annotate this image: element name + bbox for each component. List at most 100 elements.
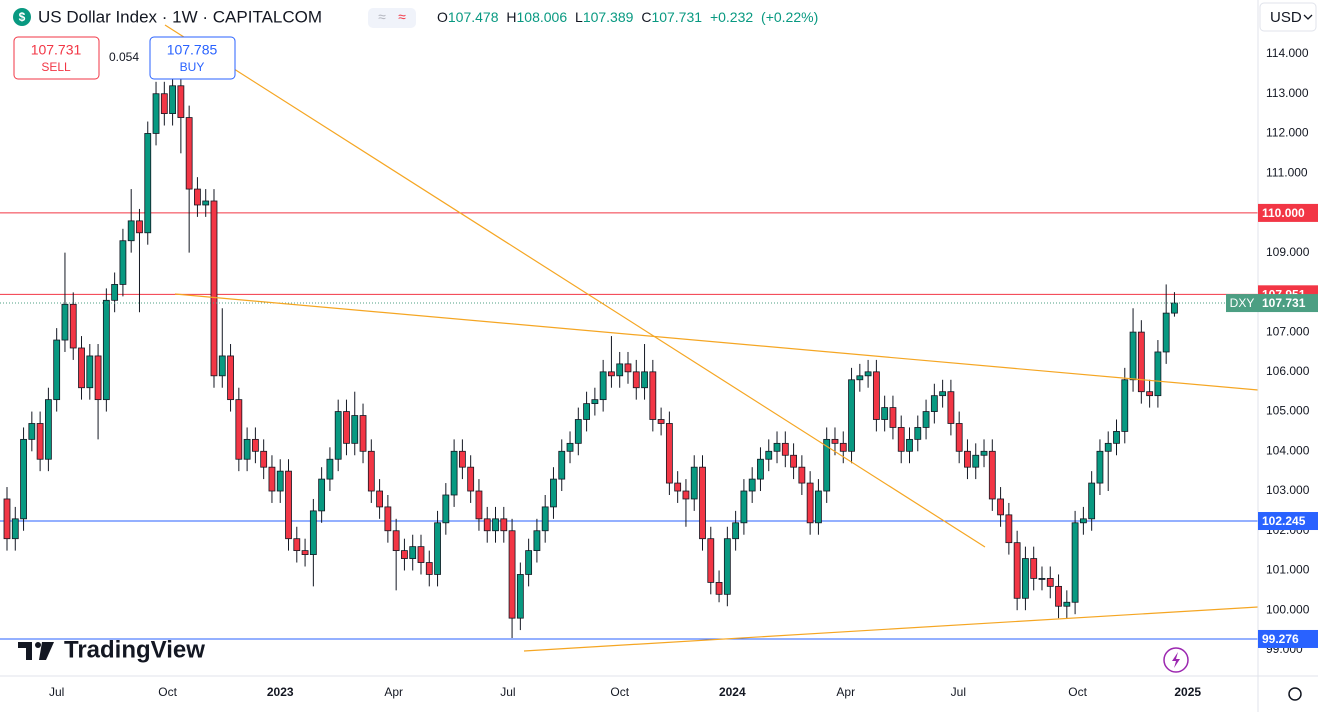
candle-body — [972, 454, 980, 468]
candle-body — [665, 423, 673, 484]
price-label: 99.276 — [1262, 632, 1299, 646]
candle-body — [136, 220, 143, 234]
candle-body — [906, 438, 913, 452]
ohlc-label: H — [506, 9, 516, 25]
candle-body — [218, 355, 226, 377]
candle-body — [583, 403, 590, 420]
candle-body — [674, 482, 682, 492]
candle-body — [624, 363, 632, 373]
candle-body — [78, 347, 85, 389]
ohlc-line: O107.478 H108.006 L107.389 C107.731 +0.2… — [437, 9, 818, 25]
trendline — [523, 606, 1259, 652]
candle-body — [177, 85, 185, 118]
settings-icon[interactable] — [1288, 687, 1302, 701]
candle-body — [160, 93, 168, 114]
candle-body — [1088, 482, 1096, 520]
candle-body — [86, 355, 94, 389]
currency-button[interactable] — [1259, 2, 1317, 32]
ohlc-value: 108.006 — [517, 9, 568, 25]
candle-body — [980, 450, 988, 456]
candle-body — [881, 407, 889, 420]
sell-button[interactable] — [13, 36, 100, 80]
candle-body — [781, 442, 789, 456]
trendline — [174, 293, 1259, 391]
candle-body — [897, 427, 905, 452]
candle-body — [492, 518, 499, 532]
price-label-box — [1258, 512, 1318, 531]
candle-body — [111, 284, 119, 301]
x-tick-label: Apr — [836, 685, 855, 699]
compare-button[interactable] — [368, 8, 416, 28]
buy-label: BUY — [180, 60, 205, 74]
candle-body — [94, 355, 102, 401]
icon: ≈ — [378, 9, 386, 25]
candle-body — [1171, 302, 1178, 314]
candle-body — [1146, 391, 1154, 397]
symbol-icon — [13, 8, 31, 26]
candle-body — [401, 550, 408, 559]
x-tick-label: Oct — [1068, 685, 1087, 699]
candle-body — [682, 490, 690, 500]
candle-body — [997, 498, 1004, 516]
candle-body — [1129, 331, 1137, 381]
x-tick-label: Jul — [951, 685, 966, 699]
y-tick-label: 100.000 — [1266, 602, 1310, 616]
candle-body — [392, 530, 400, 552]
candle-body — [1038, 578, 1046, 580]
candle-body — [1046, 578, 1054, 587]
trendline — [164, 24, 986, 548]
candle-body — [11, 518, 19, 540]
sell-price: 107.731 — [31, 42, 82, 58]
sell-label: SELL — [41, 60, 71, 74]
candle-body — [301, 550, 309, 555]
candle-body — [500, 518, 508, 532]
candle-body — [343, 411, 350, 444]
y-tick-label: 101.000 — [1266, 563, 1310, 577]
candle-body — [574, 419, 582, 444]
candle-body — [641, 371, 648, 389]
spread: 0.054 — [109, 50, 139, 64]
y-tick-label: 106.000 — [1266, 364, 1310, 378]
candle-body — [434, 522, 441, 575]
symbol-title: US Dollar Index · 1W · CAPITALCOM — [38, 7, 322, 26]
price-label: 110.000 — [1262, 206, 1305, 220]
candle-body — [872, 371, 880, 420]
candle-body — [152, 93, 160, 134]
price-label-box — [1258, 203, 1318, 222]
candle-body — [450, 450, 458, 496]
candle-body — [169, 85, 176, 114]
candle-body — [964, 450, 971, 468]
ohlc-value: 107.731 — [651, 9, 702, 25]
candle-body — [1104, 442, 1112, 452]
candle-body — [1005, 514, 1013, 544]
candle-body — [541, 506, 549, 532]
change: +0.232 — [710, 9, 753, 25]
candle-body — [732, 522, 740, 540]
candle-body — [417, 546, 425, 563]
candle-body — [251, 438, 259, 452]
candle-body — [748, 478, 756, 492]
candle-body — [235, 399, 243, 460]
candle-body — [1079, 518, 1087, 524]
buy-button[interactable] — [149, 36, 236, 80]
candle-body — [632, 371, 640, 389]
logo: TradingView — [18, 636, 205, 663]
candle-body — [3, 498, 11, 540]
candle-body — [757, 458, 764, 480]
candle-body — [194, 188, 201, 206]
y-tick-label: 109.000 — [1266, 245, 1310, 259]
candle-body — [806, 482, 814, 524]
candle-body — [359, 415, 367, 452]
candle-body — [119, 240, 127, 285]
dropdown-icon — [1303, 14, 1313, 20]
candle-body — [1055, 585, 1062, 607]
candle-body — [558, 450, 566, 480]
candle-body — [185, 117, 193, 190]
candle-body — [367, 450, 375, 492]
x-tick-label: 2024 — [719, 685, 746, 699]
logo-mark — [39, 642, 54, 660]
y-tick-label: 107.000 — [1266, 324, 1310, 338]
candle-body — [1113, 431, 1120, 444]
candle-body — [856, 375, 864, 381]
